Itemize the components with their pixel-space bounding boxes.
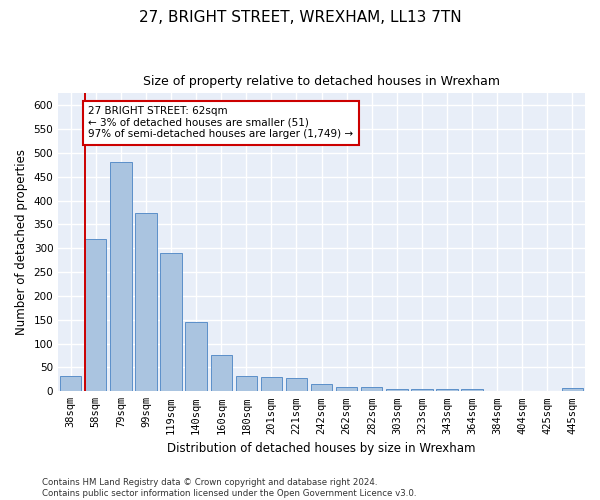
- Bar: [311, 384, 332, 392]
- Bar: [110, 162, 131, 392]
- Bar: [160, 253, 182, 392]
- Bar: [236, 376, 257, 392]
- Text: Contains HM Land Registry data © Crown copyright and database right 2024.
Contai: Contains HM Land Registry data © Crown c…: [42, 478, 416, 498]
- Text: 27 BRIGHT STREET: 62sqm
← 3% of detached houses are smaller (51)
97% of semi-det: 27 BRIGHT STREET: 62sqm ← 3% of detached…: [88, 106, 353, 140]
- Bar: [461, 389, 483, 392]
- Text: 27, BRIGHT STREET, WREXHAM, LL13 7TN: 27, BRIGHT STREET, WREXHAM, LL13 7TN: [139, 10, 461, 25]
- Bar: [85, 238, 106, 392]
- Bar: [185, 322, 207, 392]
- X-axis label: Distribution of detached houses by size in Wrexham: Distribution of detached houses by size …: [167, 442, 476, 455]
- Bar: [136, 212, 157, 392]
- Bar: [336, 388, 358, 392]
- Bar: [211, 354, 232, 392]
- Bar: [436, 389, 458, 392]
- Bar: [361, 388, 382, 392]
- Bar: [60, 376, 82, 392]
- Bar: [386, 389, 407, 392]
- Bar: [562, 388, 583, 392]
- Bar: [261, 378, 282, 392]
- Y-axis label: Number of detached properties: Number of detached properties: [15, 150, 28, 336]
- Bar: [286, 378, 307, 392]
- Title: Size of property relative to detached houses in Wrexham: Size of property relative to detached ho…: [143, 75, 500, 88]
- Bar: [411, 389, 433, 392]
